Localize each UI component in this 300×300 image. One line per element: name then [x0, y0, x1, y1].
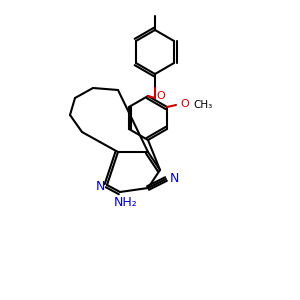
Text: N: N	[169, 172, 179, 184]
Text: CH₃: CH₃	[193, 100, 212, 110]
Text: O: O	[157, 91, 165, 101]
Text: NH₂: NH₂	[114, 196, 138, 208]
Text: N: N	[95, 181, 105, 194]
Text: O: O	[181, 99, 189, 109]
